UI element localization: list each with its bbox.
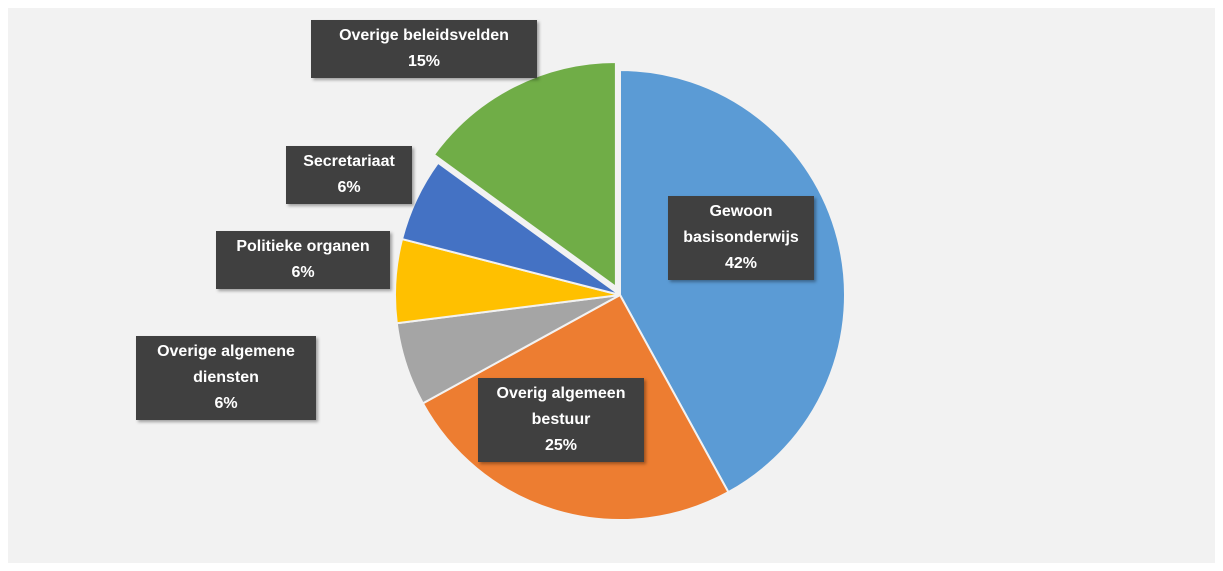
data-label: Secretariaat 6%: [286, 146, 412, 204]
data-label: Overig algemeen bestuur 25%: [478, 378, 644, 462]
percent-label: 6%: [214, 395, 238, 412]
percent-label: 6%: [337, 179, 361, 196]
category-name: Overige algemene diensten: [157, 343, 295, 386]
pie-slice: [619, 68, 846, 494]
data-label: Overige beleidsvelden 15%: [311, 20, 537, 78]
category-name: Overige beleidsvelden: [339, 27, 509, 44]
percent-label: 6%: [291, 264, 315, 281]
pie-slice: [400, 161, 621, 296]
category-name: Politieke organen: [236, 238, 370, 255]
data-label: Politieke organen 6%: [216, 231, 390, 289]
pie-slice: [432, 60, 617, 289]
category-name: Gewoon basisonderwijs: [683, 203, 799, 246]
percent-label: 42%: [724, 255, 758, 272]
category-name: Overig algemeen bestuur: [496, 385, 626, 428]
percent-label: 15%: [407, 53, 441, 70]
category-name: Secretariaat: [303, 153, 395, 170]
data-label: Gewoon basisonderwijs 42%: [668, 196, 814, 280]
data-label: Overige algemene diensten 6%: [136, 336, 316, 420]
percent-label: 25%: [544, 437, 578, 454]
